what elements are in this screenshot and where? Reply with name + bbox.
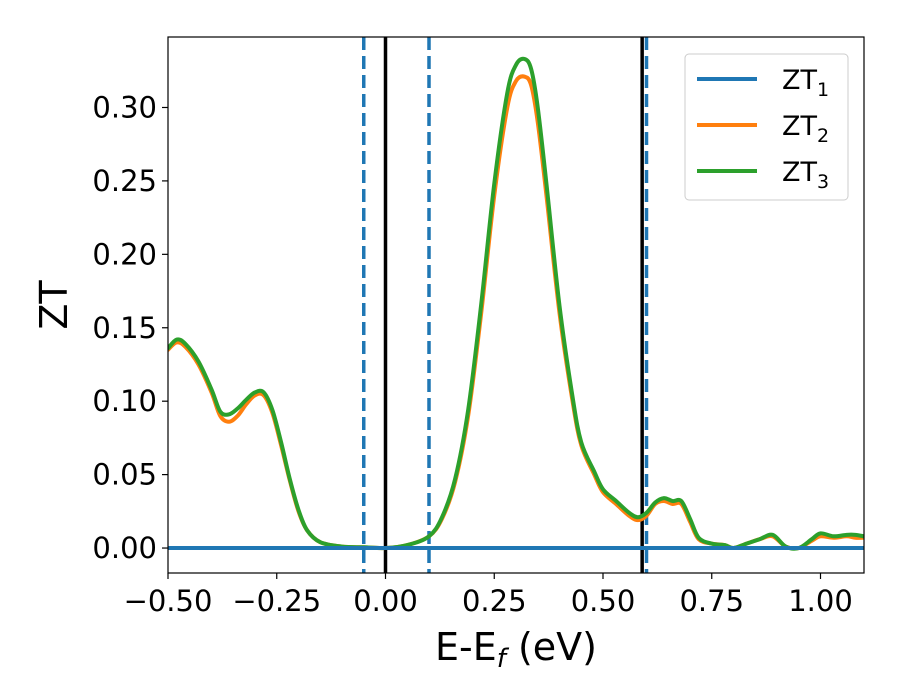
x-tick-label: −0.25 — [232, 584, 321, 618]
y-tick-label: 0.20 — [92, 237, 157, 271]
x-tick-label: 0.25 — [462, 584, 527, 618]
x-tick-label: 0.00 — [353, 584, 418, 618]
x-tick-label: 0.75 — [679, 584, 744, 618]
reference-lines — [362, 37, 649, 573]
x-tick-label: 1.00 — [788, 584, 853, 618]
x-axis-title: E-Ef (eV) — [435, 625, 597, 674]
y-tick-label: 0.30 — [92, 90, 157, 124]
legend: ZT1 ZT2 ZT3 — [684, 53, 849, 201]
y-tick-label: 0.25 — [92, 164, 157, 198]
y-axis: 0.00 0.05 0.10 0.15 0.20 0.25 0.30 — [92, 90, 168, 565]
y-tick-label: 0.10 — [92, 384, 157, 418]
x-axis: −0.50 −0.25 0.00 0.25 0.50 0.75 1.00 — [124, 573, 853, 618]
x-tick-label: 0.50 — [571, 584, 636, 618]
y-tick-label: 0.15 — [92, 311, 157, 345]
series-group — [168, 56, 864, 551]
y-tick-label: 0.00 — [92, 531, 157, 565]
series-line-zt3 — [168, 56, 864, 551]
y-axis-title: ZT — [32, 280, 76, 330]
legend-label-zt1: ZT1 — [782, 65, 829, 101]
legend-label-zt3: ZT3 — [782, 157, 829, 193]
legend-label-zt2: ZT2 — [782, 111, 829, 147]
plot-frame — [167, 36, 865, 574]
x-tick-label: −0.50 — [124, 584, 213, 618]
y-tick-label: 0.05 — [92, 458, 157, 492]
legend-box — [684, 53, 849, 201]
